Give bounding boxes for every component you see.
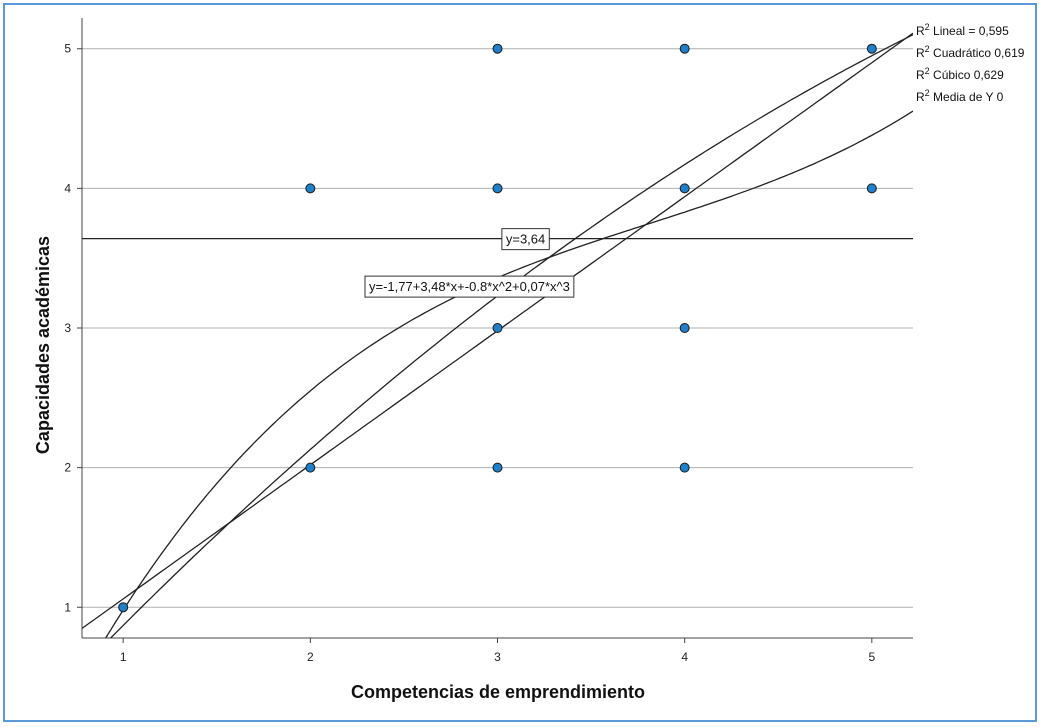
data-point-8 bbox=[679, 323, 690, 333]
y-tick-label-5: 5 bbox=[64, 42, 71, 56]
legend: R2 Lineal = 0,595 R2 Cuadrático 0,619 R2 C… bbox=[916, 22, 1025, 104]
y-tick-label-3: 3 bbox=[64, 321, 71, 335]
annotation-box-1 bbox=[364, 275, 575, 298]
data-point-5 bbox=[492, 183, 503, 194]
chart-frame bbox=[3, 3, 1037, 722]
annotation-0: y=3,64 bbox=[501, 228, 550, 251]
annotation-1: y=-1,77+3,48*x+-0.8*x^2+0,07*x^3 bbox=[364, 275, 575, 298]
data-point-3 bbox=[492, 462, 503, 473]
data-point-0 bbox=[118, 602, 129, 613]
data-point-2 bbox=[305, 183, 316, 194]
x-tick-label-1: 1 bbox=[120, 650, 127, 664]
axes: 1 2 3 4 5 1 2 3 4 5 bbox=[64, 18, 913, 664]
x-tick-label-4: 4 bbox=[681, 650, 688, 664]
data-point-7 bbox=[679, 462, 690, 473]
y-tick-label-4: 4 bbox=[64, 181, 71, 195]
y-axis-title: Capacidades académicas bbox=[33, 236, 53, 454]
x-tick-label-3: 3 bbox=[494, 650, 501, 664]
data-point-6 bbox=[492, 43, 503, 54]
legend-entry-2: R2 Cúbico 0,629 bbox=[916, 66, 1004, 82]
x-tick-label-5: 5 bbox=[868, 650, 875, 664]
annotations: y=3,64 y=-1,77+3,48*x+-0.8*x^2+0,07*x^3 bbox=[364, 228, 575, 298]
y-tick-label-1: 1 bbox=[64, 600, 71, 614]
annotation-text-1: y=-1,77+3,48*x+-0.8*x^2+0,07*x^3 bbox=[369, 279, 570, 294]
legend-entry-3: R2 Media de Y 0 bbox=[916, 88, 1004, 104]
annotation-text-0: y=3,64 bbox=[506, 232, 545, 247]
data-point-11 bbox=[866, 183, 877, 194]
data-point-9 bbox=[679, 183, 690, 194]
x-axis-title: Competencias de emprendimiento bbox=[351, 682, 645, 702]
data-point-10 bbox=[679, 43, 690, 54]
fit-line-1 bbox=[109, 34, 913, 638]
data-point-1 bbox=[305, 462, 316, 473]
y-tick-label-2: 2 bbox=[64, 461, 71, 475]
data-point-4 bbox=[492, 323, 503, 333]
data-point-12 bbox=[866, 43, 877, 54]
legend-entry-0: R2 Lineal = 0,595 bbox=[916, 22, 1009, 38]
x-tick-label-2: 2 bbox=[307, 650, 314, 664]
legend-entry-1: R2 Cuadrático 0,619 bbox=[916, 44, 1025, 60]
data-points bbox=[118, 43, 877, 613]
annotation-box-0 bbox=[501, 228, 550, 251]
fit-line-2 bbox=[104, 110, 913, 638]
fit-lines bbox=[82, 32, 913, 638]
